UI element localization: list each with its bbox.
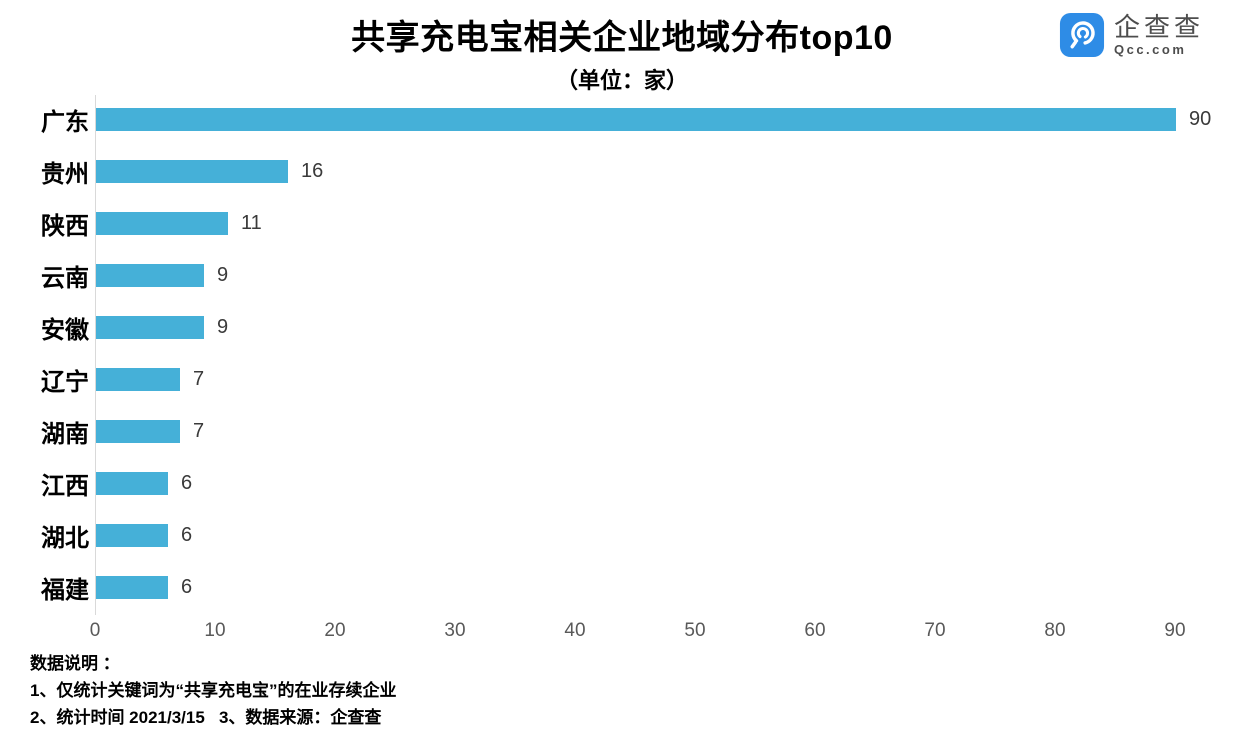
category-label: 湖北	[41, 524, 89, 552]
x-axis: 0 10 20 30 40 50 60 70 80 90	[90, 613, 1244, 647]
bar-row: 福建 6	[0, 561, 1244, 613]
bar	[96, 107, 1176, 131]
bar-row: 广东 90	[0, 93, 1244, 145]
chart-header: 共享充电宝相关企业地域分布top10 （单位：家）	[0, 10, 1244, 95]
x-axis-tick: 30	[444, 620, 466, 641]
bar-row: 云南 9	[0, 249, 1244, 301]
qcc-logo-text: 企查查 Qcc.com	[1114, 13, 1204, 57]
bar-row: 陕西 11	[0, 197, 1244, 249]
bar	[96, 367, 180, 391]
x-axis-tick: 50	[684, 620, 706, 641]
bar-rows: 广东 90 贵州 16 陕西 11 云南 9 安徽 9 辽宁 7 湖南 7 江西 6 湖北 6 福建 6	[0, 93, 1244, 613]
x-axis-tick: 60	[804, 620, 826, 641]
bar	[96, 419, 180, 443]
value-label: 6	[181, 471, 193, 494]
bar	[96, 315, 204, 339]
value-label: 11	[241, 211, 262, 234]
chart-title: 共享充电宝相关企业地域分布top10	[351, 19, 893, 57]
qcc-logo: 企查查 Qcc.com	[1059, 12, 1204, 58]
bar-row: 湖南 7	[0, 405, 1244, 457]
category-label: 福建	[41, 576, 89, 604]
x-axis-tick: 90	[1164, 620, 1186, 641]
x-axis-tick: 10	[204, 620, 226, 641]
category-label: 湖南	[41, 420, 89, 448]
note-line-2: 2、统计时间 2021/3/15 3、数据来源：企查查	[30, 708, 382, 727]
category-label: 贵州	[41, 160, 89, 188]
note-line-1: 1、仅统计关键词为“共享充电宝”的在业存续企业	[30, 681, 397, 700]
bar	[96, 471, 168, 495]
y-axis-line	[95, 95, 96, 615]
note-heading: 数据说明 ：	[30, 654, 120, 673]
bar	[96, 211, 228, 235]
category-label: 广东	[41, 108, 89, 136]
bar-row: 江西 6	[0, 457, 1244, 509]
value-label: 90	[1189, 107, 1212, 130]
value-label: 9	[217, 315, 229, 338]
bar-row: 安徽 9	[0, 301, 1244, 353]
logo-company-name: 企查查	[1113, 12, 1204, 42]
value-label: 7	[193, 367, 205, 390]
bar	[96, 159, 288, 183]
bar-row: 辽宁 7	[0, 353, 1244, 405]
logo-domain: Qcc.com	[1113, 42, 1187, 57]
value-label: 6	[181, 575, 193, 598]
bar-row: 贵州 16	[0, 145, 1244, 197]
qcc-logo-icon	[1059, 12, 1105, 58]
value-label: 16	[301, 159, 324, 182]
x-axis-tick: 80	[1044, 620, 1066, 641]
data-notes: 数据说明 ： 1、仅统计关键词为“共享充电宝”的在业存续企业 2、统计时间 20…	[30, 650, 396, 731]
category-label: 辽宁	[41, 368, 89, 396]
value-label: 7	[193, 419, 205, 442]
bar-chart-plot: 广东 90 贵州 16 陕西 11 云南 9 安徽 9 辽宁 7 湖南 7 江西 6 湖北 6 福建 6 0 10 20 3…	[0, 93, 1244, 647]
chart-subtitle: （单位：家）	[555, 68, 688, 93]
x-axis-tick: 40	[564, 620, 586, 641]
x-axis-tick: 20	[324, 620, 346, 641]
value-label: 9	[217, 263, 229, 286]
x-axis-tick: 70	[924, 620, 946, 641]
category-label: 江西	[41, 472, 89, 500]
x-axis-tick: 0	[89, 620, 101, 641]
category-label: 安徽	[41, 316, 89, 344]
category-label: 陕西	[41, 212, 89, 240]
category-label: 云南	[41, 264, 89, 292]
bar	[96, 575, 168, 599]
bar	[96, 263, 204, 287]
bar-row: 湖北 6	[0, 509, 1244, 561]
value-label: 6	[181, 523, 193, 546]
bar	[96, 523, 168, 547]
